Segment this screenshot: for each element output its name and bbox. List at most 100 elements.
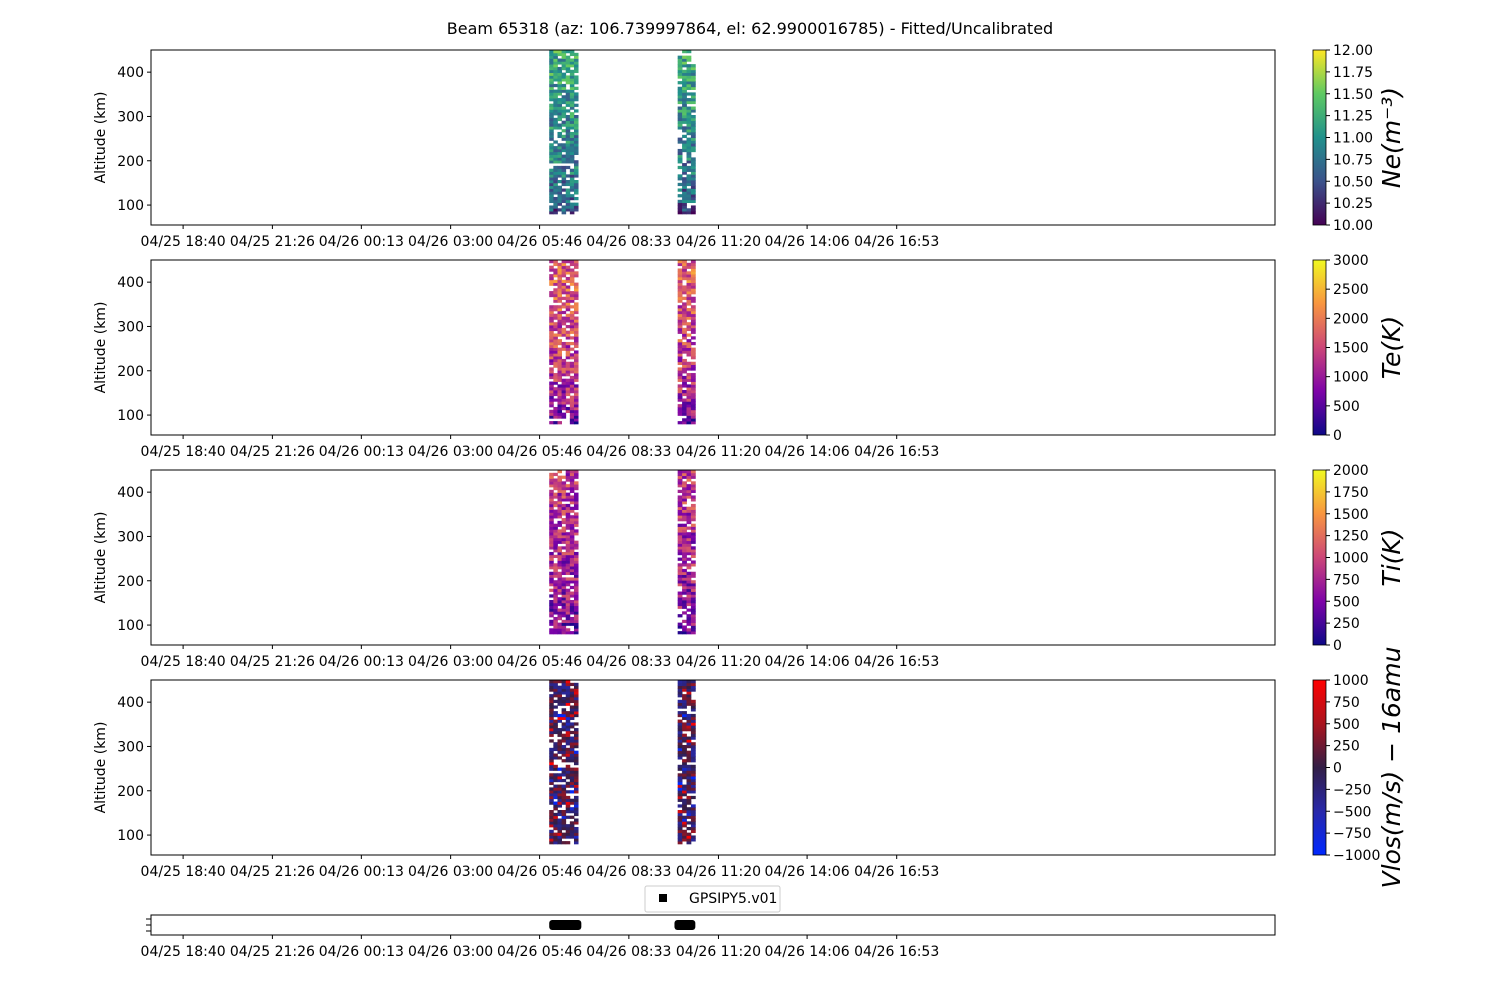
heatmap-cell <box>677 835 683 839</box>
heatmap-cell <box>682 557 687 561</box>
heatmap-cell <box>569 498 575 502</box>
heatmap-cell <box>557 131 563 136</box>
heatmap-cell <box>573 202 579 206</box>
heatmap-cell <box>553 325 558 329</box>
heatmap-cell <box>573 691 579 695</box>
heatmap-cell <box>565 308 571 312</box>
x-tick-label: 04/26 05:46 <box>497 654 582 670</box>
heatmap-cell <box>549 756 554 760</box>
heatmap-cell <box>561 205 567 209</box>
heatmap-cell <box>682 736 687 740</box>
heatmap-cell <box>686 364 692 368</box>
heatmap-cell <box>549 103 554 107</box>
heatmap-cell <box>557 409 563 414</box>
heatmap-cell <box>682 481 687 485</box>
heatmap-cell <box>549 518 554 522</box>
heatmap-cell <box>690 86 696 90</box>
heatmap-cell <box>561 370 567 374</box>
heatmap-cell <box>561 622 567 626</box>
heatmap-cell <box>573 594 579 598</box>
heatmap-cell <box>573 387 579 391</box>
heatmap-cell <box>565 801 571 805</box>
heatmap-cell <box>677 95 683 99</box>
heatmap-cell <box>561 347 567 351</box>
heatmap-cell <box>557 174 563 178</box>
heatmap-cell <box>682 367 687 371</box>
colorbar-tick-label: 750 <box>1333 572 1360 588</box>
heatmap-cell <box>677 117 683 122</box>
heatmap-cell <box>549 818 554 822</box>
heatmap-cell <box>561 358 567 363</box>
heatmap-cell <box>561 401 567 405</box>
heatmap-cell <box>682 86 687 90</box>
heatmap-cell <box>569 276 575 281</box>
heatmap-cell <box>553 177 558 181</box>
heatmap-cell <box>686 566 692 570</box>
heatmap-cell <box>557 100 563 105</box>
heatmap-cell <box>565 58 571 62</box>
heatmap-cell <box>686 64 692 68</box>
heatmap-cell <box>682 750 687 754</box>
heatmap-cell <box>686 409 692 414</box>
heatmap-cell <box>686 619 692 624</box>
heatmap-cell <box>553 588 558 592</box>
heatmap-cell <box>690 821 696 825</box>
colorbar-tick-label: 1750 <box>1333 485 1369 501</box>
heatmap-cell <box>573 208 579 212</box>
heatmap-cell <box>677 268 683 272</box>
colorbar-tick-label: 2000 <box>1333 311 1369 327</box>
heatmap-cell <box>565 602 571 607</box>
heatmap-cell <box>561 148 567 153</box>
heatmap-cell <box>690 177 696 181</box>
heatmap-cell <box>549 265 554 269</box>
heatmap-cell <box>682 291 687 295</box>
heatmap-cell <box>549 381 554 385</box>
heatmap-cell <box>690 682 696 687</box>
heatmap-cell <box>549 293 554 298</box>
heatmap-cell <box>682 185 687 189</box>
colorbar-tick-label: 0 <box>1333 428 1342 444</box>
heatmap-cell <box>686 211 692 215</box>
heatmap-cell <box>565 265 571 269</box>
heatmap-cell <box>677 691 683 695</box>
heatmap-cell <box>549 520 554 525</box>
heatmap-cell <box>690 322 696 326</box>
heatmap-cell <box>553 140 558 144</box>
heatmap-cell <box>690 787 696 791</box>
heatmap-cell <box>686 302 692 306</box>
heatmap-cell <box>682 347 687 351</box>
heatmap-cell <box>569 409 575 414</box>
heatmap-cell <box>549 821 554 825</box>
heatmap-cell <box>557 551 563 556</box>
heatmap-cell <box>557 520 563 525</box>
heatmap-cell <box>569 180 575 184</box>
x-tick-label: 04/26 03:00 <box>408 654 493 670</box>
heatmap-cell <box>557 341 563 346</box>
heatmap-cell <box>682 733 687 737</box>
heatmap-cell <box>690 191 696 195</box>
heatmap-cell <box>557 358 563 363</box>
heatmap-cell <box>682 498 687 502</box>
heatmap-cell <box>686 282 692 286</box>
heatmap-cell <box>690 745 696 749</box>
heatmap-cell <box>677 157 683 161</box>
heatmap-cell <box>573 574 579 578</box>
heatmap-cell <box>557 549 563 553</box>
heatmap-cell <box>690 518 696 522</box>
heatmap-cell <box>573 406 579 411</box>
heatmap-cell <box>569 299 575 303</box>
heatmap-cell <box>573 600 579 604</box>
heatmap-cell <box>569 353 575 357</box>
heatmap-cell <box>686 694 692 698</box>
heatmap-cell <box>549 560 554 564</box>
heatmap-cell <box>682 580 687 584</box>
heatmap-cell <box>573 728 579 732</box>
heatmap-cell <box>677 566 683 570</box>
heatmap-cell <box>573 628 579 632</box>
heatmap-cell <box>557 812 563 817</box>
heatmap-cell <box>690 812 696 817</box>
heatmap-cell <box>557 778 563 783</box>
heatmap-cell <box>561 713 567 718</box>
heatmap-cell <box>682 196 687 201</box>
heatmap-cell <box>549 180 554 184</box>
